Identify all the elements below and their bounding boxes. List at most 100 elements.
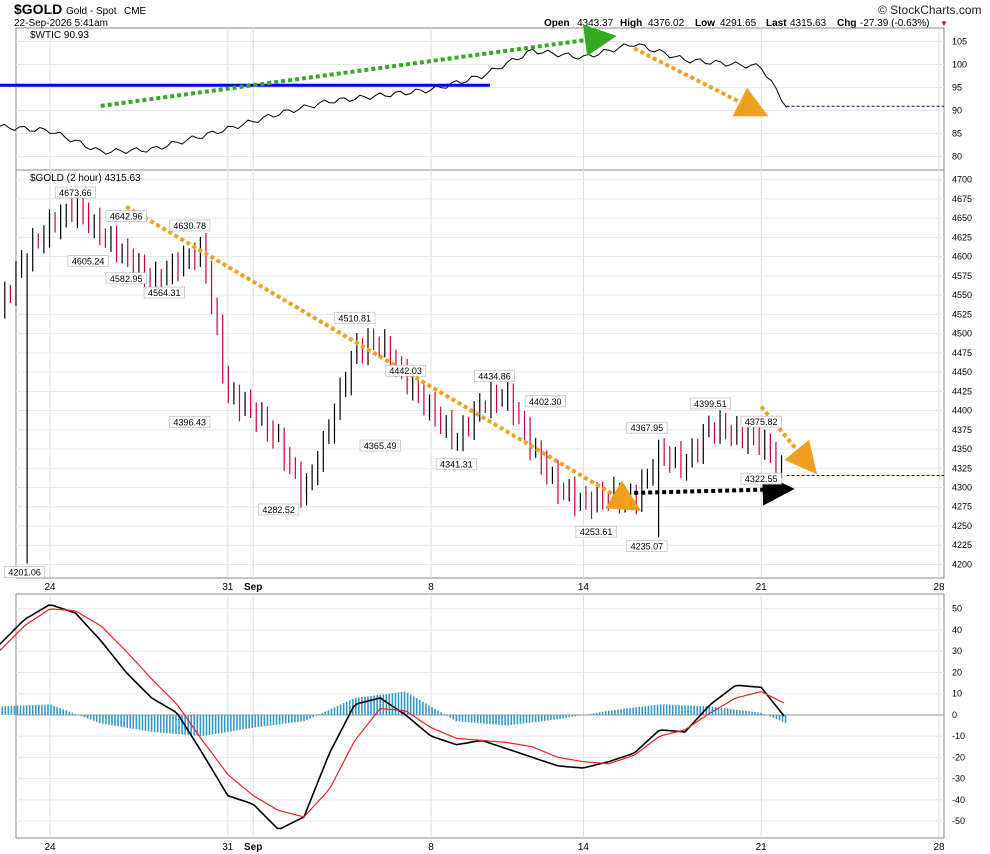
high-label: High — [620, 18, 642, 29]
low-value: 4291.65 — [720, 18, 757, 29]
annotation-box — [524, 395, 566, 408]
macd-line — [0, 604, 785, 830]
top-legend: $WTIC 90.93 — [30, 30, 89, 41]
annotation-box — [740, 415, 782, 428]
chart-name: Gold - Spot — [66, 6, 117, 17]
annotation-box — [575, 525, 617, 538]
y-tick-label: 95 — [952, 83, 962, 93]
low-label: Low — [695, 18, 715, 29]
y-tick-label: 10 — [952, 689, 962, 699]
y-tick-label: 4475 — [952, 348, 972, 358]
grid-layer — [16, 28, 944, 838]
annotation-box — [4, 566, 46, 578]
price-annotation: 4582.95 — [110, 274, 143, 284]
price-annotation: 4434.86 — [478, 372, 511, 382]
brand-logo: © StockCharts.com — [878, 3, 982, 17]
x-tick-label: 28 — [933, 582, 945, 593]
annotation-box — [169, 415, 211, 428]
y-tick-label: 4400 — [952, 406, 972, 416]
annotation-box — [689, 397, 731, 410]
price-annotation: 4442.03 — [389, 366, 422, 376]
y-tick-label: 85 — [952, 129, 962, 139]
x-tick-label: Sep — [244, 842, 262, 853]
y-tick-label: 4575 — [952, 271, 972, 281]
price-annotation: 4510.81 — [339, 313, 372, 323]
y-tick-label: 4425 — [952, 386, 972, 396]
y-tick-label: 20 — [952, 667, 962, 677]
y-tick-label: 4275 — [952, 502, 972, 512]
trend-arrow — [634, 473, 795, 506]
y-tick-label: 4250 — [952, 521, 972, 531]
price-annotation: 4564.31 — [148, 288, 181, 298]
x-tick-label: 21 — [756, 842, 768, 853]
chg-down-icon: ▼ — [940, 19, 948, 28]
y-tick-label: 90 — [952, 106, 962, 116]
annotation-box — [473, 370, 516, 383]
open-value: 4343.37 — [577, 18, 614, 29]
x-tick-label: 14 — [578, 582, 590, 593]
y-tick-label: -10 — [952, 731, 965, 741]
price-annotation: 4375.82 — [745, 417, 778, 427]
last-label: Last — [766, 18, 787, 29]
chart-datetime: 22-Sep-2026 5:41am — [14, 18, 108, 29]
trend-arrow — [100, 24, 617, 108]
last-value: 4315.63 — [790, 18, 827, 29]
y-tick-label: 105 — [952, 37, 967, 47]
price-annotation: 4253.61 — [580, 527, 613, 537]
annotation-box — [626, 421, 668, 434]
annotation-box — [105, 272, 147, 285]
x-tick-label: 21 — [756, 582, 768, 593]
x-tick-label: 31 — [222, 842, 234, 853]
x-tick-label: 24 — [44, 582, 56, 593]
price-annotation: 4402.30 — [529, 397, 562, 407]
x-tick-label: 28 — [933, 842, 945, 853]
annotation-box — [105, 210, 147, 222]
price-annotation: 4235.07 — [631, 541, 664, 551]
price-annotation: 4673.66 — [59, 188, 92, 198]
price-annotation: 4322.55 — [745, 474, 778, 484]
signal-line — [0, 608, 785, 818]
annotation-box — [258, 503, 300, 516]
y-tick-label: 4650 — [952, 213, 972, 223]
y-tick-label: 4700 — [952, 175, 972, 185]
y-tick-label: 4600 — [952, 252, 972, 262]
price-annotation: 4605.24 — [72, 257, 105, 267]
annotation-box — [359, 439, 401, 452]
y-tick-label: -40 — [952, 795, 965, 805]
annotation-box — [435, 458, 477, 471]
y-tick-label: 40 — [952, 625, 962, 635]
price-annotation: 4399.51 — [694, 399, 727, 409]
y-tick-label: 4300 — [952, 483, 972, 493]
y-tick-label: -30 — [952, 774, 965, 784]
y-tick-label: 4675 — [952, 194, 972, 204]
price-annotation: 4396.43 — [173, 417, 206, 427]
y-tick-label: 4500 — [952, 329, 972, 339]
y-tick-label: 4550 — [952, 290, 972, 300]
annotation-box — [334, 311, 376, 324]
top-panel-frame — [15, 27, 945, 171]
annotation-box — [143, 286, 185, 299]
labels-layer: 24243131SepSep88141421212828808590951001… — [4, 37, 972, 853]
bottom-panel-frame — [15, 593, 945, 839]
y-tick-label: 4200 — [952, 559, 972, 569]
trend-arrow — [633, 46, 769, 117]
y-tick-label: 4325 — [952, 463, 972, 473]
x-tick-label: Sep — [244, 582, 262, 593]
annotation-box — [67, 255, 109, 267]
x-tick-label: 8 — [428, 842, 434, 853]
marks-layer — [0, 24, 944, 830]
annotation-box — [740, 472, 782, 485]
annotation-box — [54, 186, 96, 199]
y-tick-label: -20 — [952, 752, 965, 762]
price-annotation: 4367.95 — [631, 423, 664, 433]
annotation-box — [169, 219, 211, 232]
middle-legend: $GOLD (2 hour) 4315.63 — [30, 173, 141, 184]
annotation-box — [385, 364, 427, 377]
price-annotation: 4282.52 — [262, 505, 295, 515]
price-annotation: 4630.78 — [173, 221, 206, 231]
y-tick-label: 4450 — [952, 367, 972, 377]
y-tick-label: 4350 — [952, 444, 972, 454]
y-tick-label: 100 — [952, 60, 967, 70]
x-tick-label: 14 — [578, 842, 590, 853]
